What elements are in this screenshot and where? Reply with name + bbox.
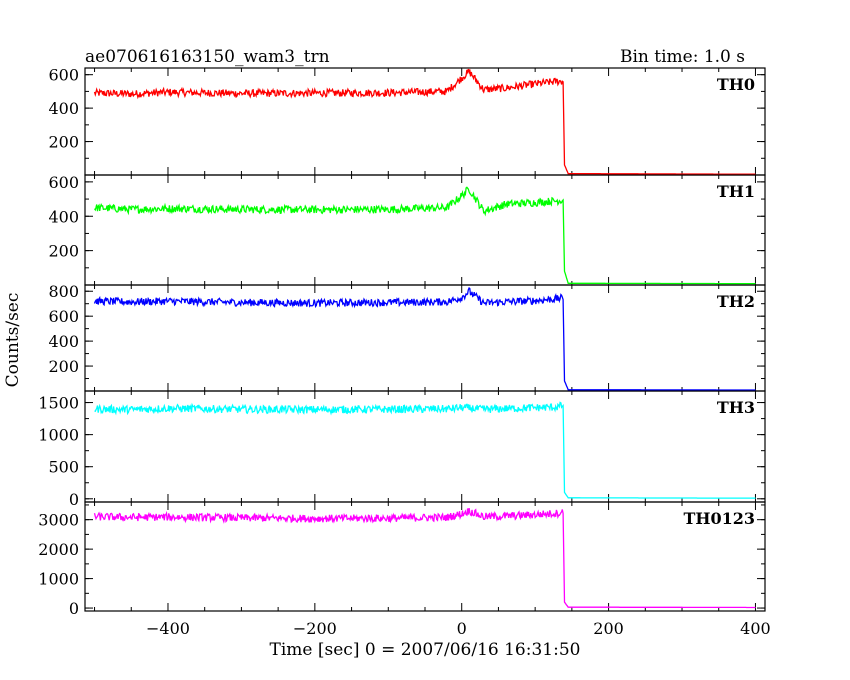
y-tick-label: 200: [48, 357, 79, 376]
y-tick-label: 200: [48, 242, 79, 261]
y-tick-label: 0: [69, 599, 79, 618]
y-tick-label: 400: [48, 332, 79, 351]
y-tick-label: 1500: [38, 394, 79, 413]
series-line: [93, 287, 756, 391]
series-label: TH0123: [683, 509, 755, 528]
series-line: [93, 507, 756, 609]
panel-frame: [84, 67, 766, 176]
y-axis-label: Counts/sec: [3, 293, 23, 388]
y-tick-label: 600: [48, 66, 79, 85]
x-axis-label: Time [sec] 0 = 2007/06/16 16:31:50: [270, 640, 581, 660]
y-tick-label: 800: [48, 282, 79, 301]
series-label: TH3: [717, 398, 755, 417]
y-tick-label: 400: [48, 207, 79, 226]
y-tick-label: 500: [48, 458, 79, 477]
panels: 200 400 600 TH0 200 400 600 TH1 200 400 600 800 TH2 0…: [38, 66, 770, 638]
series-label: TH0: [717, 75, 755, 94]
series-label: TH2: [717, 292, 755, 311]
y-tick-label: 600: [48, 173, 79, 192]
y-tick-label: 1000: [38, 426, 79, 445]
y-tick-label: 200: [48, 133, 79, 152]
y-tick-label: 1000: [38, 570, 79, 589]
panel-frame: [84, 174, 766, 286]
x-tick-label: 400: [740, 619, 771, 638]
x-tick-label: −200: [293, 619, 337, 638]
series-line: [94, 401, 756, 499]
y-tick-label: 0: [69, 490, 79, 509]
plot-title: ae070616163150_wam3_trn: [85, 47, 330, 67]
x-tick-label: 0: [457, 619, 467, 638]
x-tick-label: −400: [146, 619, 190, 638]
bin-time-label: Bin time: 1.0 s: [620, 47, 745, 67]
series-line: [93, 186, 756, 285]
series-label: TH1: [717, 182, 755, 201]
x-tick-label: 200: [593, 619, 624, 638]
y-tick-label: 2000: [38, 540, 79, 559]
y-tick-label: 3000: [38, 511, 79, 530]
y-tick-label: 600: [48, 307, 79, 326]
y-tick-label: 400: [48, 99, 79, 118]
series-line: [93, 68, 756, 175]
